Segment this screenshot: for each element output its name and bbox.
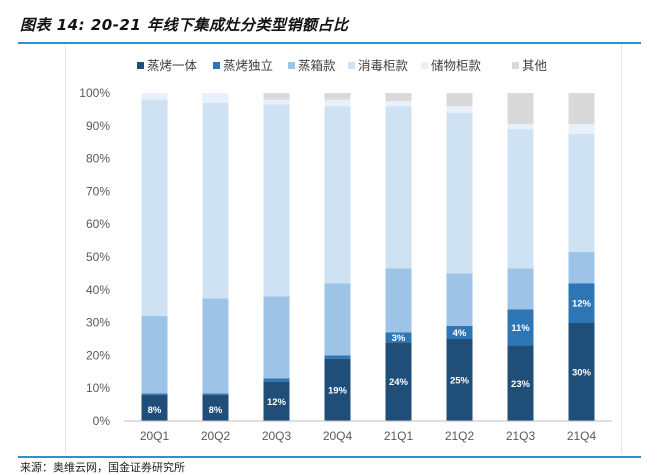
bar-segment-3 [202, 102, 229, 299]
data-label: 25% [450, 376, 470, 387]
bar-segment-0 [324, 358, 351, 421]
bar-segment-0 [568, 322, 595, 421]
data-label: 24% [389, 377, 409, 388]
y-tick-label: 50% [86, 250, 110, 264]
bar-segment-3 [324, 106, 351, 284]
legend-swatch-4 [421, 62, 428, 69]
bar-segment-1 [446, 325, 473, 339]
bar-segment-3 [507, 129, 534, 269]
data-label: 19% [328, 385, 348, 396]
source-note: 来源：奥维云网，国金证券研究所 [20, 461, 185, 474]
bar-segment-3 [568, 134, 595, 253]
bar-segment-5 [324, 93, 351, 100]
legend: 蒸烤一体 蒸烤独立 蒸箱款 消毒柜款 储物柜款 其他 [137, 58, 548, 73]
title-rule [18, 42, 641, 44]
bar-segment-2 [507, 268, 534, 310]
bar-segment-2 [385, 268, 412, 333]
bar-segment-0 [202, 394, 229, 421]
bar-segment-4 [202, 93, 229, 103]
bar-segment-1 [263, 378, 290, 382]
x-tick-label: 21Q3 [506, 429, 536, 443]
legend-swatch-0 [137, 62, 144, 69]
y-tick-label: 10% [86, 381, 110, 395]
chart-title: 图表 14: 20-21 年线下集成灶分类型销额占比 [20, 16, 349, 34]
bar-segment-0 [263, 381, 290, 421]
legend-swatch-1 [213, 62, 220, 69]
y-tick-label: 30% [86, 316, 110, 330]
data-label: 3% [392, 333, 406, 344]
bar-segment-4 [263, 99, 290, 105]
y-tick-label: 70% [86, 184, 110, 198]
bar-segment-5 [385, 93, 412, 102]
x-tick-label: 21Q4 [567, 429, 597, 443]
bars: 8%0%8%0%12%1%19%1%24%3%25%4%23%11%30%12% [141, 93, 595, 421]
data-label: 23% [511, 379, 531, 390]
data-label: 12% [267, 397, 287, 408]
bar-segment-0 [446, 339, 473, 421]
x-tick-label: 20Q4 [323, 429, 353, 443]
legend-label-5: 其他 [522, 59, 548, 73]
bar-segment-2 [568, 252, 595, 284]
bar-segment-5 [446, 93, 473, 107]
source-rule [18, 456, 641, 458]
data-label: 30% [572, 367, 592, 378]
legend-swatch-2 [288, 62, 295, 69]
legend-label-0: 蒸烤一体 [147, 58, 198, 73]
x-tick-label: 21Q2 [445, 429, 475, 443]
bar-segment-0 [385, 342, 412, 421]
bar-segment-2 [202, 298, 229, 394]
data-label: 8% [148, 405, 162, 416]
bar-segment-5 [568, 93, 595, 125]
bar-segment-1 [324, 355, 351, 359]
y-tick-label: 40% [86, 283, 110, 297]
bar-segment-4 [385, 101, 412, 107]
y-tick-label: 100% [79, 86, 110, 100]
x-tick-label: 20Q3 [262, 429, 292, 443]
legend-label-4: 储物柜款 [431, 58, 482, 73]
bar-segment-1 [141, 393, 168, 395]
data-label: 8% [209, 405, 223, 416]
bar-segment-2 [324, 283, 351, 356]
bar-segment-2 [141, 316, 168, 394]
y-axis: 0% 10% 20% 30% 40% 50% 60% 70% 80% 90% 100% [79, 86, 110, 428]
bar-segment-1 [507, 309, 534, 346]
y-tick-label: 60% [86, 217, 110, 231]
data-label: 4% [453, 328, 467, 339]
bar-segment-0 [507, 345, 534, 421]
bar-segment-3 [446, 112, 473, 274]
legend-label-3: 消毒柜款 [358, 59, 409, 73]
bar-segment-2 [446, 273, 473, 326]
data-label: 12% [572, 298, 592, 309]
legend-label-1: 蒸烤独立 [223, 58, 273, 73]
bar-segment-1 [568, 283, 595, 323]
bar-segment-4 [324, 99, 351, 107]
y-tick-label: 0% [93, 414, 111, 428]
bar-segment-4 [141, 93, 168, 100]
bar-segment-5 [263, 93, 290, 100]
data-label: 11% [511, 323, 530, 334]
x-axis: 20Q1 20Q2 20Q3 20Q4 21Q1 21Q2 21Q3 21Q4 [124, 420, 612, 443]
bar-segment-3 [141, 99, 168, 317]
y-tick-label: 20% [86, 348, 110, 362]
y-tick-label: 90% [86, 119, 110, 133]
legend-swatch-5 [512, 62, 519, 69]
bar-segment-3 [263, 104, 290, 297]
bar-segment-1 [202, 393, 229, 395]
x-tick-label: 21Q1 [384, 429, 414, 443]
bar-segment-1 [385, 332, 412, 343]
bar-segment-4 [446, 106, 473, 113]
bar-segment-0 [141, 394, 168, 421]
bar-segment-4 [507, 124, 534, 130]
y-tick-label: 80% [86, 152, 110, 166]
bar-segment-4 [568, 124, 595, 134]
bar-segment-3 [385, 106, 412, 269]
x-tick-label: 20Q2 [201, 429, 231, 443]
bar-segment-2 [263, 296, 290, 379]
legend-swatch-3 [348, 62, 355, 69]
legend-label-2: 蒸箱款 [298, 58, 336, 73]
bar-segment-5 [507, 93, 534, 125]
x-tick-label: 20Q1 [140, 429, 170, 443]
